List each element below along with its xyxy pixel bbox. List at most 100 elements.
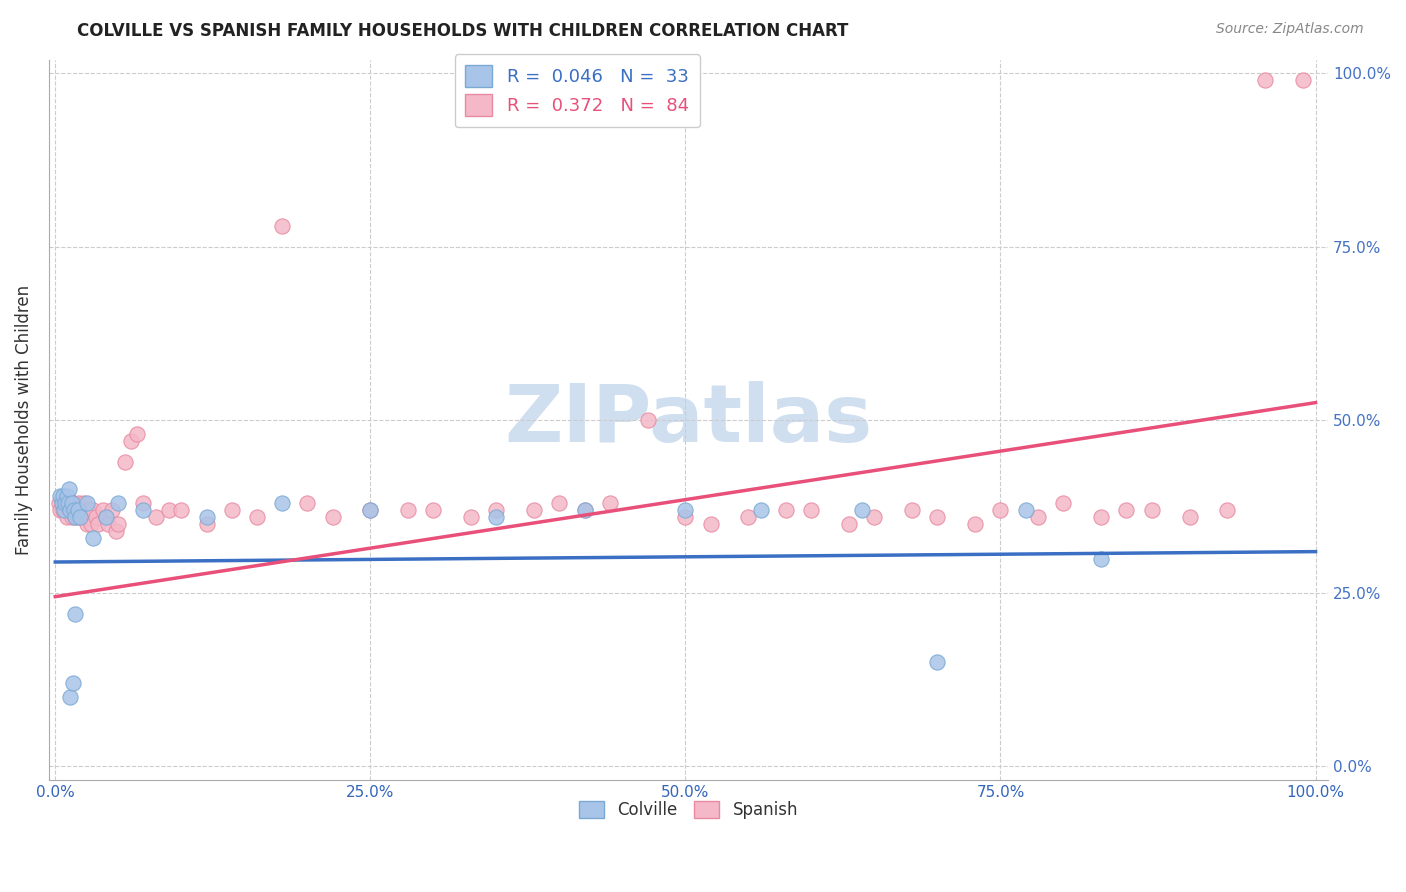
Point	[271, 219, 294, 233]
Point	[132, 503, 155, 517]
Point	[1216, 503, 1239, 517]
Point	[75, 510, 97, 524]
Point	[63, 503, 86, 517]
Point	[485, 503, 508, 517]
Point	[69, 503, 91, 517]
Point	[359, 503, 381, 517]
Point	[73, 496, 96, 510]
Point	[422, 503, 444, 517]
Point	[82, 503, 104, 517]
Point	[863, 510, 886, 524]
Point	[548, 496, 571, 510]
Point	[104, 524, 127, 538]
Point	[157, 503, 180, 517]
Point	[1115, 503, 1137, 517]
Point	[800, 503, 823, 517]
Point	[53, 496, 76, 510]
Point	[62, 676, 84, 690]
Point	[48, 496, 70, 510]
Point	[70, 510, 93, 524]
Point	[737, 510, 759, 524]
Point	[76, 516, 98, 531]
Point	[523, 503, 546, 517]
Point	[1090, 551, 1112, 566]
Point	[62, 503, 84, 517]
Point	[97, 516, 120, 531]
Point	[851, 503, 873, 517]
Point	[56, 496, 79, 510]
Point	[1052, 496, 1074, 510]
Point	[271, 496, 294, 510]
Point	[927, 510, 949, 524]
Point	[52, 489, 75, 503]
Point	[49, 489, 72, 503]
Y-axis label: Family Households with Children: Family Households with Children	[15, 285, 32, 555]
Point	[63, 496, 86, 510]
Point	[699, 516, 721, 531]
Point	[49, 503, 72, 517]
Point	[91, 503, 114, 517]
Point	[58, 482, 80, 496]
Point	[107, 496, 129, 510]
Point	[84, 510, 107, 524]
Point	[1178, 510, 1201, 524]
Point	[79, 510, 101, 524]
Point	[55, 510, 77, 524]
Point	[145, 510, 167, 524]
Legend: Colville, Spanish: Colville, Spanish	[572, 795, 804, 826]
Text: Source: ZipAtlas.com: Source: ZipAtlas.com	[1216, 22, 1364, 37]
Point	[460, 510, 482, 524]
Point	[637, 413, 659, 427]
Point	[901, 503, 924, 517]
Point	[58, 503, 80, 517]
Point	[101, 503, 124, 517]
Point	[66, 503, 89, 517]
Point	[965, 516, 987, 531]
Point	[51, 496, 73, 510]
Point	[673, 510, 696, 524]
Point	[359, 503, 381, 517]
Point	[195, 516, 218, 531]
Point	[246, 510, 269, 524]
Point	[82, 531, 104, 545]
Point	[60, 510, 83, 524]
Point	[114, 454, 136, 468]
Point	[170, 503, 193, 517]
Point	[52, 503, 75, 517]
Point	[120, 434, 142, 448]
Point	[673, 503, 696, 517]
Point	[59, 496, 82, 510]
Point	[67, 496, 90, 510]
Point	[297, 496, 319, 510]
Point	[1090, 510, 1112, 524]
Point	[66, 510, 89, 524]
Point	[574, 503, 596, 517]
Point	[77, 503, 100, 517]
Point	[127, 426, 149, 441]
Point	[94, 510, 117, 524]
Point	[221, 503, 243, 517]
Point	[1254, 73, 1277, 87]
Point	[53, 503, 76, 517]
Point	[485, 510, 508, 524]
Point	[69, 510, 91, 524]
Point	[396, 503, 419, 517]
Point	[53, 503, 76, 517]
Point	[59, 690, 82, 705]
Point	[55, 489, 77, 503]
Point	[838, 516, 860, 531]
Point	[599, 496, 621, 510]
Point	[53, 496, 76, 510]
Point	[76, 496, 98, 510]
Point	[1026, 510, 1049, 524]
Point	[749, 503, 772, 517]
Point	[574, 503, 596, 517]
Point	[87, 516, 110, 531]
Point	[56, 496, 79, 510]
Point	[1140, 503, 1163, 517]
Point	[66, 503, 89, 517]
Point	[195, 510, 218, 524]
Point	[1292, 73, 1315, 87]
Point	[65, 510, 87, 524]
Point	[79, 516, 101, 531]
